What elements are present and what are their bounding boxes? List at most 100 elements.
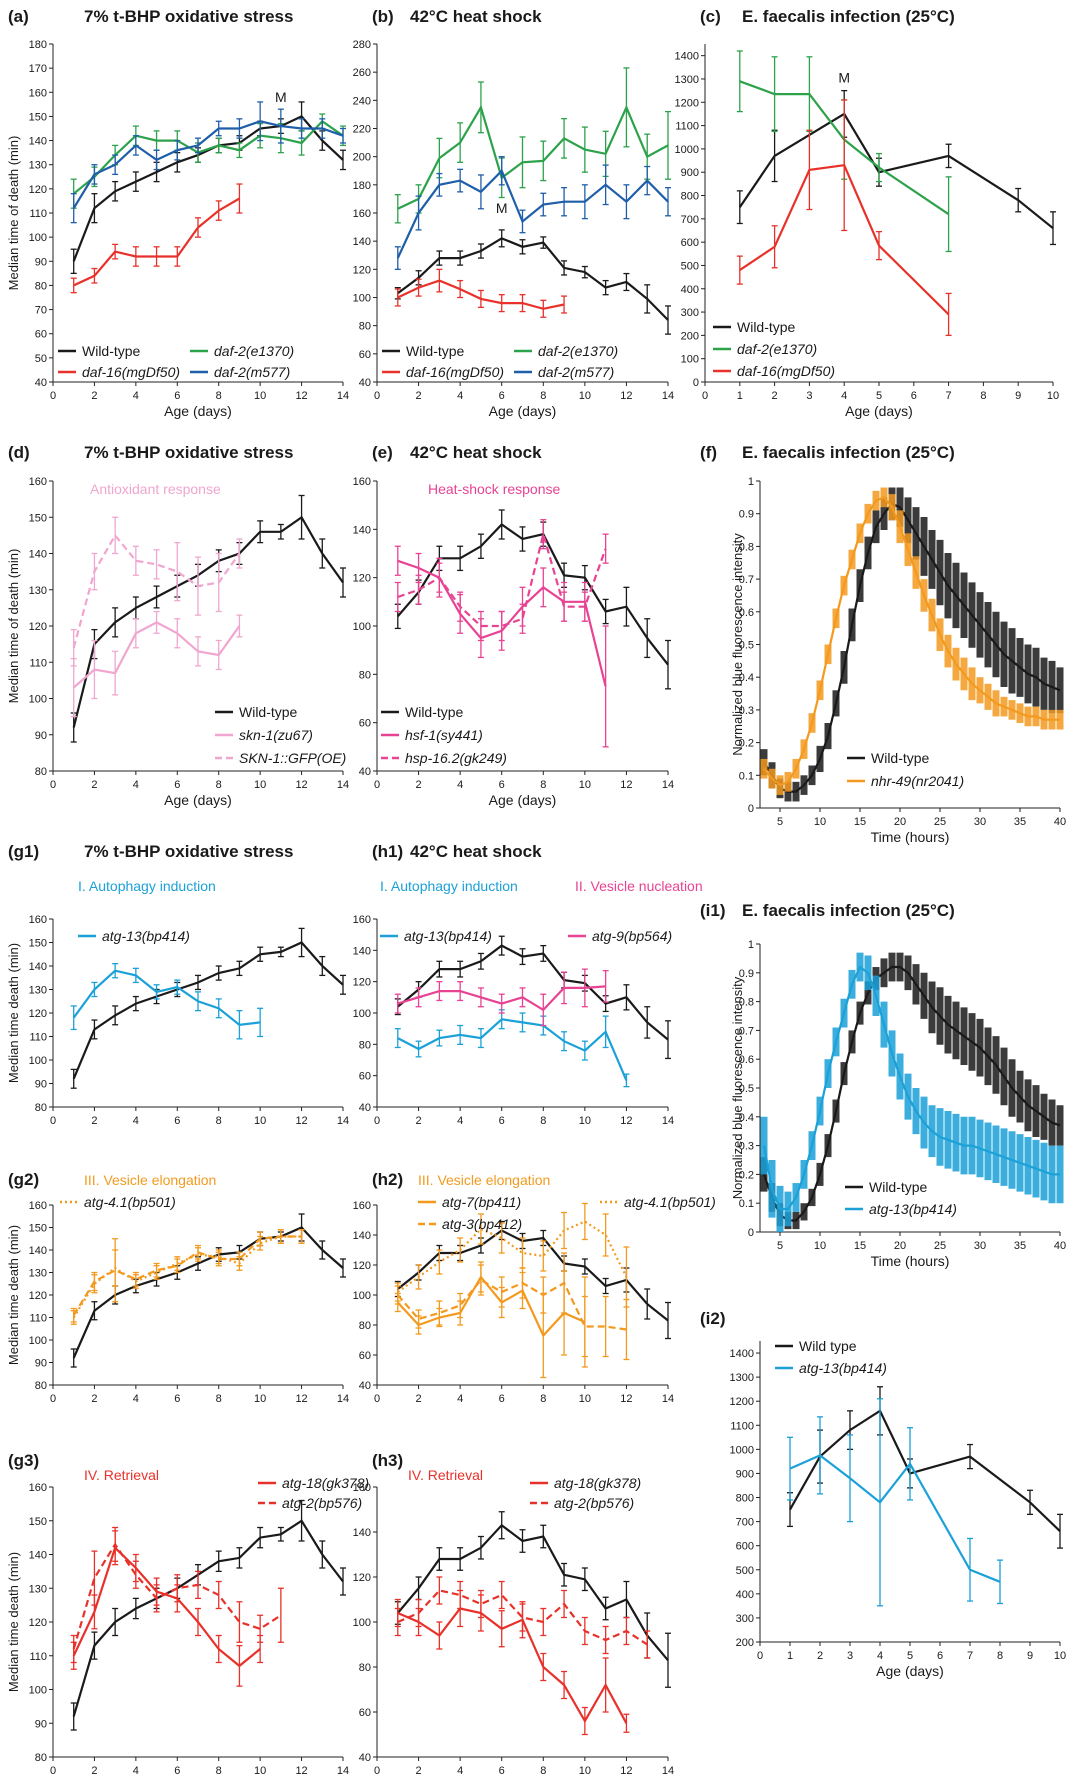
series-1	[394, 1009, 630, 1088]
legend-label: hsf-1(sy441)	[405, 727, 483, 743]
x-tick-label: 14	[662, 779, 674, 791]
y-tick-label: 60	[359, 1350, 371, 1362]
y-tick-label: 140	[353, 1230, 371, 1242]
legend-label: atg-18(gk378)	[282, 1475, 369, 1491]
legend-label: Wild-type	[737, 319, 796, 335]
panel-title: 42°C heat shock	[410, 842, 542, 861]
panel-h3: (h3) IV. Retrieval 40 60 80 100 120 140 160 0 2 4 6 8…	[353, 1451, 674, 1781]
x-tick-label: 8	[216, 390, 222, 402]
x-tick-label: 12	[295, 1393, 307, 1405]
y-tick-label: 150	[29, 512, 47, 524]
x-tick-label: 12	[620, 1393, 632, 1405]
legend-label: atg-13(bp414)	[102, 928, 190, 944]
y-tick-label: 160	[353, 1482, 371, 1494]
y-tick-label: 1200	[730, 1396, 754, 1408]
x-tick-label: 14	[337, 1393, 349, 1405]
x-tick-label: 8	[216, 1393, 222, 1405]
y-tick-label: 130	[29, 585, 47, 597]
x-tick-label: 10	[814, 1240, 826, 1252]
y-tick-label: 600	[736, 1541, 754, 1553]
y-axis-label: Median time death (min)	[6, 1552, 21, 1692]
panel-label: (g3)	[8, 1451, 39, 1470]
y-tick-label: 280	[353, 39, 371, 51]
series-0	[70, 927, 346, 1089]
y-tick-label: 140	[29, 961, 47, 973]
y-tick-label: 160	[353, 208, 371, 220]
x-tick-label: 8	[540, 1765, 546, 1777]
y-tick-label: 0.6	[739, 607, 754, 619]
y-tick-label: 0	[693, 377, 699, 389]
x-tick-label: 0	[50, 1765, 56, 1777]
y-tick-label: 100	[353, 293, 371, 305]
y-tick-label: 80	[35, 1752, 47, 1764]
series-2	[70, 1229, 305, 1323]
y-tick-label: 0	[748, 1227, 754, 1239]
y-tick-label: 1000	[730, 1444, 754, 1456]
y-tick-label: 150	[29, 1516, 47, 1528]
y-tick-label: 0	[748, 803, 754, 815]
series-line	[397, 1018, 628, 1081]
series-line	[397, 1220, 628, 1293]
x-tick-label: 0	[702, 390, 708, 402]
y-axis-label: Normalized blue fluorescence intensity	[730, 976, 745, 1199]
legend-label: atg-2(bp576)	[282, 1495, 362, 1511]
y-tick-label: 700	[681, 214, 699, 226]
panel-label: (h3)	[372, 1451, 403, 1470]
x-tick-label: 0	[50, 779, 56, 791]
y-tick-label: 120	[353, 573, 371, 585]
y-tick-label: 100	[29, 694, 47, 706]
legend-label: atg-4.1(bp501)	[624, 1194, 716, 1210]
x-tick-label: 4	[133, 779, 139, 791]
x-axis-label: Age (days)	[876, 1663, 944, 1679]
panel-label: (i1)	[700, 901, 726, 920]
panel-title: E. faecalis infection (25°C)	[742, 901, 955, 920]
series-1	[394, 1261, 588, 1379]
series-line	[72, 1542, 282, 1650]
y-tick-label: 0.9	[739, 509, 754, 521]
legend-label: Wild-type	[405, 704, 464, 720]
x-tick-label: 14	[662, 1115, 674, 1127]
panel-subtitle: IV. Retrieval	[408, 1467, 483, 1483]
series-3	[70, 101, 346, 224]
y-tick-label: 600	[681, 237, 699, 249]
legend-label: Wild-type	[239, 704, 298, 720]
series-line	[762, 965, 1061, 1222]
y-axis-label: Median time of death (min)	[6, 549, 21, 704]
y-tick-label: 0.4	[739, 1112, 754, 1124]
x-tick-label: 4	[457, 1765, 463, 1777]
x-tick-label: 0	[374, 1115, 380, 1127]
x-tick-label: 8	[540, 390, 546, 402]
x-tick-label: 0	[374, 779, 380, 791]
x-tick-label: 40	[1054, 816, 1066, 828]
x-tick-label: 4	[133, 1115, 139, 1127]
x-tick-label: 4	[457, 1115, 463, 1127]
x-tick-label: 2	[817, 1650, 823, 1662]
y-tick-label: 100	[353, 1290, 371, 1302]
x-tick-label: 6	[174, 1393, 180, 1405]
x-tick-label: 20	[894, 816, 906, 828]
panel-label: (c)	[700, 7, 721, 26]
y-tick-label: 160	[29, 87, 47, 99]
y-tick-label: 60	[359, 1071, 371, 1083]
y-tick-label: 140	[353, 524, 371, 536]
y-tick-label: 110	[29, 208, 47, 220]
x-axis-label: Age (days)	[489, 1778, 557, 1781]
x-tick-label: 6	[174, 390, 180, 402]
series-line	[397, 104, 669, 210]
y-tick-label: 0.8	[739, 541, 754, 553]
series-line	[72, 515, 344, 728]
x-axis-label: Age (days)	[164, 1778, 232, 1781]
series-line	[396, 1275, 586, 1338]
x-tick-label: 4	[133, 1765, 139, 1777]
legend-label: Wild-type	[869, 1179, 928, 1195]
legend-label: daf-16(mgDf50)	[406, 364, 504, 380]
y-tick-label: 120	[353, 1260, 371, 1272]
y-tick-label: 100	[353, 1008, 371, 1020]
x-tick-label: 4	[877, 1650, 883, 1662]
y-tick-label: 1200	[675, 97, 699, 109]
y-tick-label: 800	[681, 191, 699, 203]
y-tick-label: 80	[35, 1380, 47, 1392]
series-line	[763, 496, 1060, 787]
panel-subtitle: I. Autophagy induction	[78, 878, 216, 894]
